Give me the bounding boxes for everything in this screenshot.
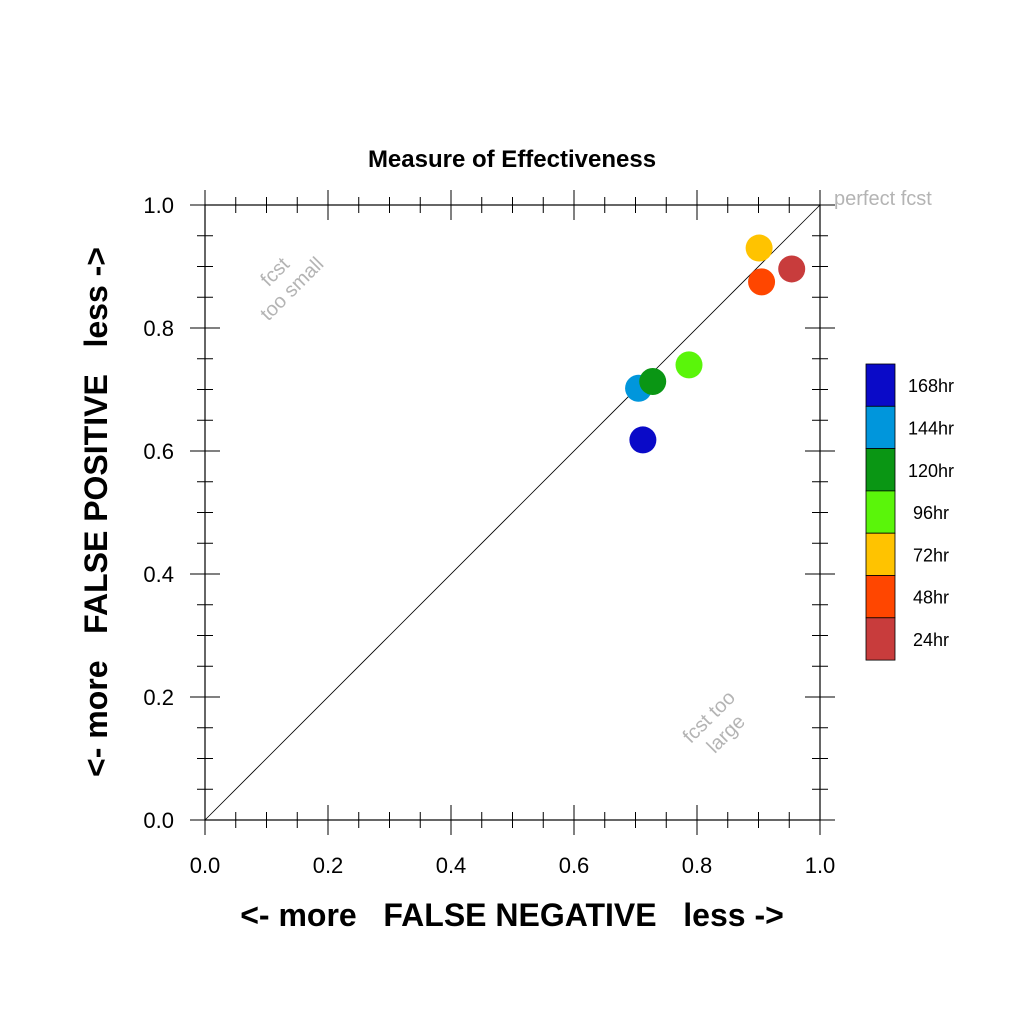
legend-label-72hr: 72hr — [913, 545, 949, 565]
legend-swatch-48hr — [865, 575, 896, 619]
point-120hr — [639, 368, 667, 396]
y-axis-label: <- more FALSE POSITIVE less -> — [78, 247, 114, 777]
legend-swatch-24hr — [865, 617, 896, 661]
fcst-too-large-label: fcst too large — [679, 687, 750, 758]
legend-label-168hr: 168hr — [908, 376, 954, 396]
legend-label-120hr: 120hr — [908, 461, 954, 481]
legend-label-24hr: 24hr — [913, 630, 949, 650]
x-axis-label: <- more FALSE NEGATIVE less -> — [240, 897, 784, 933]
y-tick-label: 0.2 — [143, 685, 174, 710]
legend-swatch-96hr — [865, 490, 896, 534]
point-24hr — [778, 255, 806, 283]
x-tick-label: 0.0 — [190, 853, 221, 878]
data-points — [625, 234, 806, 454]
legend-label-48hr: 48hr — [913, 588, 949, 608]
point-96hr — [675, 351, 703, 379]
legend-swatch-72hr — [865, 532, 896, 576]
y-tick-label: 0.8 — [143, 316, 174, 341]
legend-label-96hr: 96hr — [913, 503, 949, 523]
y-tick-label: 0.6 — [143, 439, 174, 464]
x-tick-label: 0.4 — [436, 853, 467, 878]
legend: 168hr 144hr 120hr 96hr 72hr 48hr 24hr — [865, 363, 954, 661]
plot-frame — [204, 204, 821, 821]
x-tick-label: 0.2 — [313, 853, 344, 878]
legend-swatch-168hr — [865, 363, 896, 407]
chart-title: Measure of Effectiveness — [368, 146, 656, 173]
legend-swatch-120hr — [865, 448, 896, 492]
x-tick-label: 1.0 — [805, 853, 836, 878]
point-168hr — [629, 426, 657, 454]
fcst-too-small-label: fcst too small — [256, 253, 328, 325]
y-tick-label: 0.4 — [143, 562, 174, 587]
y-tick-label: 0.0 — [143, 808, 174, 833]
point-48hr — [748, 268, 776, 296]
tick-labels: 0.0 0.2 0.4 0.6 0.8 1.0 0.0 0.2 0.4 0.6 0.8 1.0 — [143, 193, 835, 878]
x-tick-label: 0.8 — [682, 853, 713, 878]
x-tick-label: 0.6 — [559, 853, 590, 878]
point-72hr — [745, 234, 773, 262]
perfect-forecast-line — [204, 204, 821, 821]
legend-swatch-144hr — [865, 405, 896, 449]
legend-label-144hr: 144hr — [908, 418, 954, 438]
perfect-fcst-label: perfect fcst — [834, 188, 932, 210]
y-tick-label: 1.0 — [143, 193, 174, 218]
